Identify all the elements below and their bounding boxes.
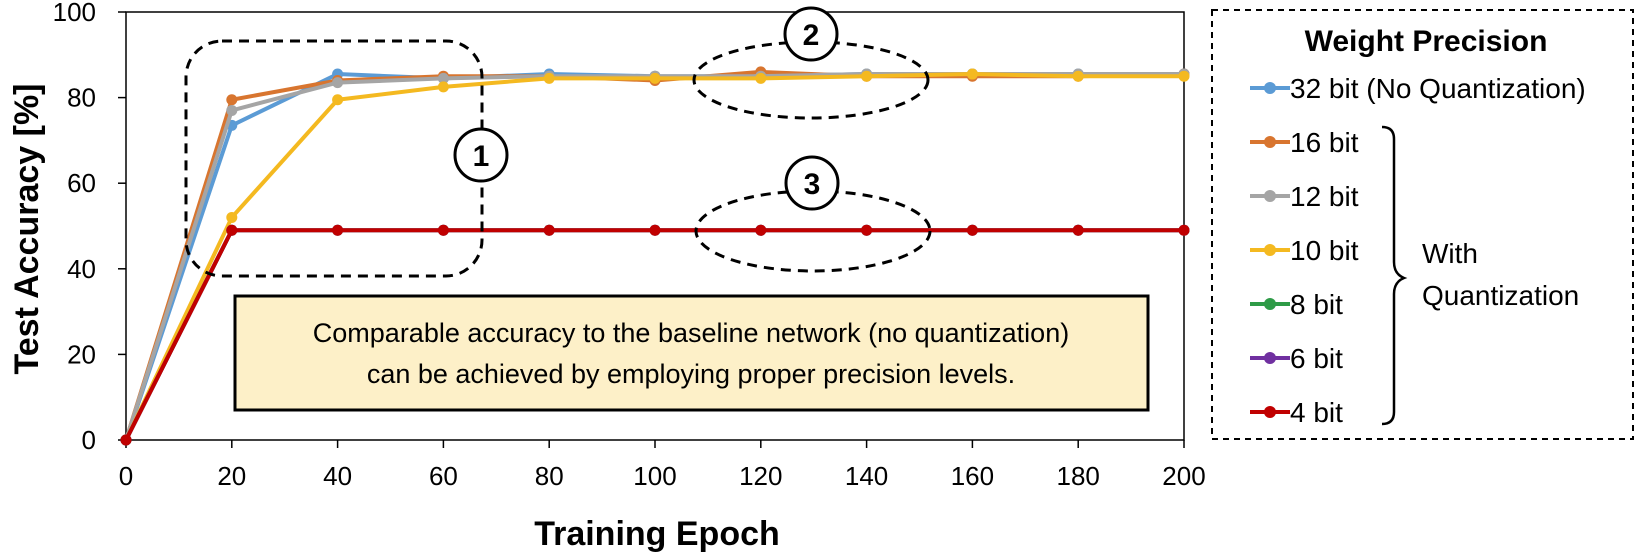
legend-label: 4 bit: [1290, 397, 1343, 428]
callout-3-number: 3: [804, 168, 821, 201]
data-point: [332, 77, 344, 89]
data-point: [861, 224, 873, 236]
axes: 0 20 40 60 80 100 120 140 160 180 200 0 20 40 60 80 100: [53, 0, 1206, 491]
callout-2-circle: [783, 6, 839, 62]
legend-swatch-marker: [1264, 244, 1276, 256]
data-point: [1072, 224, 1084, 236]
legend-item: 8 bit: [1250, 289, 1343, 320]
callout-1-circle: [453, 127, 509, 183]
callout-2: 2: [692, 6, 930, 120]
data-point: [755, 224, 767, 236]
x-tick-label: 20: [217, 461, 246, 491]
data-point: [437, 81, 449, 93]
x-tick-label: 180: [1057, 461, 1100, 491]
legend-item: 12 bit: [1250, 181, 1359, 212]
legend-swatch-marker: [1264, 190, 1276, 202]
data-point: [226, 211, 238, 223]
legend-swatch-marker: [1264, 82, 1276, 94]
y-tick-label: 40: [67, 254, 96, 284]
data-point: [861, 70, 873, 82]
data-point: [437, 224, 449, 236]
note-line-1: Comparable accuracy to the baseline netw…: [313, 318, 1069, 348]
data-point: [966, 68, 978, 80]
legend-label: 32 bit (No Quantization): [1290, 73, 1586, 104]
legend-item: 16 bit: [1250, 127, 1359, 158]
legend-item: 10 bit: [1250, 235, 1359, 266]
callout-2-outline: [692, 40, 930, 120]
data-point: [755, 72, 767, 84]
data-point: [332, 94, 344, 106]
x-axis-title: Training Epoch: [534, 515, 780, 553]
legend-item: 32 bit (No Quantization): [1250, 73, 1586, 104]
y-tick-label: 80: [67, 83, 96, 113]
data-point: [1072, 70, 1084, 82]
y-tick-label: 60: [67, 168, 96, 198]
data-point: [649, 224, 661, 236]
legend-title: Weight Precision: [1305, 25, 1548, 58]
data-point: [332, 224, 344, 236]
legend-label: 16 bit: [1290, 127, 1359, 158]
legend-label: 8 bit: [1290, 289, 1343, 320]
x-tick-label: 160: [951, 461, 994, 491]
legend-swatch-marker: [1264, 298, 1276, 310]
callout-3: 3: [694, 155, 932, 273]
series-10-bit: [120, 68, 1190, 446]
x-tick-label: 80: [535, 461, 564, 491]
data-point: [226, 224, 238, 236]
data-point: [543, 224, 555, 236]
y-tick-label: 100: [53, 0, 96, 27]
legend-swatch-marker: [1264, 352, 1276, 364]
legend-frame: [1211, 9, 1634, 440]
legend-swatch-marker: [1264, 406, 1276, 418]
note-background: [233, 294, 1150, 412]
legend: Weight Precision 32 bit (No Quantization…: [1211, 9, 1634, 440]
x-tick-label: 140: [845, 461, 888, 491]
data-point: [966, 224, 978, 236]
quantization-brace: [1381, 125, 1408, 426]
x-tick-label: 40: [323, 461, 352, 491]
x-tick-label: 120: [739, 461, 782, 491]
x-tick-label: 100: [633, 461, 676, 491]
y-axis-title: Test Accuracy [%]: [8, 84, 46, 375]
legend-label: 6 bit: [1290, 343, 1343, 374]
note-line-2: can be achieved by employing proper prec…: [367, 359, 1015, 389]
legend-item: 4 bit: [1250, 397, 1343, 428]
data-point: [226, 94, 238, 106]
data-point: [1178, 224, 1190, 236]
brace-label-line-2: Quantization: [1422, 280, 1579, 311]
legend-swatch-marker: [1264, 136, 1276, 148]
x-tick-label: 200: [1162, 461, 1205, 491]
x-tick-label: 60: [429, 461, 458, 491]
brace-label-line-1: With: [1422, 238, 1478, 269]
data-point: [1178, 70, 1190, 82]
data-point: [543, 72, 555, 84]
series-layer: [120, 66, 1190, 446]
legend-label: 12 bit: [1290, 181, 1359, 212]
y-tick-label: 20: [67, 339, 96, 369]
callout-1: 1: [184, 39, 509, 278]
legend-items: 32 bit (No Quantization) 16 bit 12 bit 10 b…: [1250, 73, 1586, 428]
note-box: Comparable accuracy to the baseline netw…: [233, 294, 1150, 412]
callout-3-circle: [784, 155, 840, 211]
callout-1-number: 1: [473, 140, 490, 173]
callout-2-number: 2: [803, 19, 820, 52]
data-point: [437, 72, 449, 84]
x-tick-label: 0: [119, 461, 133, 491]
y-tick-label: 0: [82, 425, 96, 455]
data-point: [226, 104, 238, 116]
data-point: [649, 72, 661, 84]
legend-item: 6 bit: [1250, 343, 1343, 374]
data-point: [120, 434, 132, 446]
legend-label: 10 bit: [1290, 235, 1359, 266]
series-4-bit: [120, 224, 1190, 446]
